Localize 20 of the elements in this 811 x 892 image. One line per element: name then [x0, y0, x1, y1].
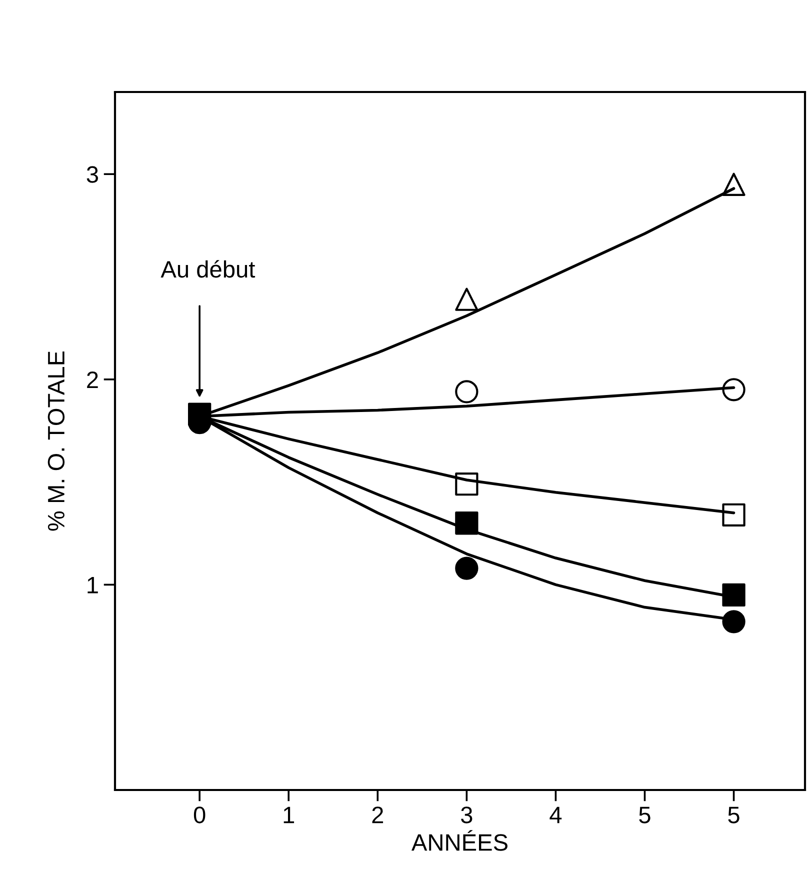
x-tick-label: 4	[550, 806, 562, 824]
x-tick-label: 5	[728, 806, 740, 824]
point	[455, 556, 478, 580]
point	[722, 610, 746, 634]
y-tick-label: 3	[86, 166, 98, 183]
y-tick-label: 2	[87, 371, 98, 388]
point	[722, 583, 746, 607]
x-tick-label: 0	[194, 806, 206, 824]
x-tick-label: 5	[639, 806, 650, 824]
x-tick-label: 1	[284, 806, 294, 824]
point	[455, 380, 478, 404]
annotation: Au début	[160, 260, 256, 278]
point	[722, 503, 746, 526]
x-tick-label: 2	[372, 806, 384, 824]
point	[455, 288, 478, 311]
y-tick-label: 1	[88, 577, 98, 594]
y-axis-title: % M. O. TOTALE	[48, 351, 65, 531]
x-tick-label: 3	[461, 806, 472, 824]
x-axis-title: ANNÉES	[412, 830, 508, 851]
point	[722, 378, 746, 402]
